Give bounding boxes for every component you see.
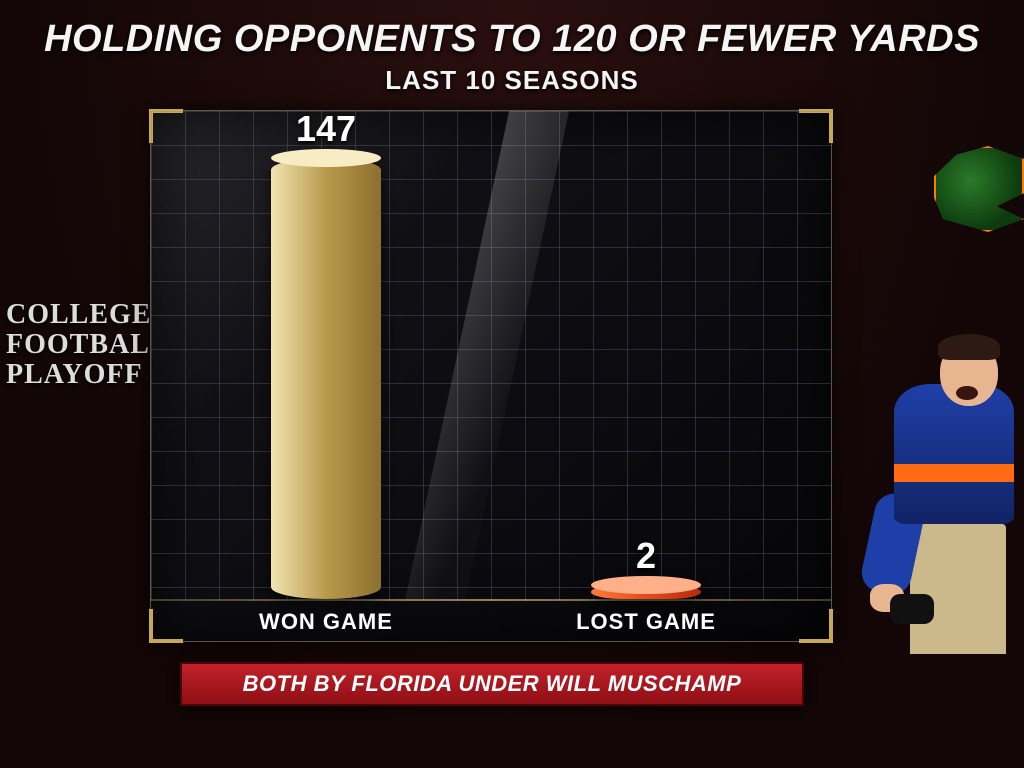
coach-stripe bbox=[894, 464, 1014, 482]
bar-label: WON GAME bbox=[259, 609, 393, 635]
coach-torso bbox=[894, 384, 1014, 524]
bar-value: 147 bbox=[296, 108, 356, 150]
bar-lost: 2LOST GAME bbox=[591, 585, 701, 599]
florida-gators-logo bbox=[934, 146, 1024, 232]
caption-bar: BOTH BY FLORIDA UNDER WILL MUSCHAMP bbox=[180, 662, 804, 706]
coach-pants bbox=[910, 524, 1006, 654]
panel-corner bbox=[149, 609, 183, 643]
coach-hair bbox=[938, 334, 1000, 360]
headset-icon bbox=[890, 594, 934, 624]
chart-grid bbox=[151, 111, 831, 601]
title-sub: LAST 10 SEASONS bbox=[0, 65, 1024, 96]
chart-panel: 147WON GAME2LOST GAME bbox=[150, 110, 832, 642]
title-main: HOLDING OPPONENTS TO 120 OR FEWER YARDS bbox=[0, 18, 1024, 61]
bar-won: 147WON GAME bbox=[271, 158, 381, 599]
side-brand-line: COLLEGE bbox=[6, 300, 170, 330]
bar-cap bbox=[591, 576, 701, 594]
side-brand-line: FOOTBALL bbox=[6, 330, 170, 360]
coach-figure bbox=[874, 294, 1024, 654]
bar-value: 2 bbox=[636, 535, 656, 577]
coach-mouth bbox=[956, 386, 978, 400]
gator-icon bbox=[934, 146, 1024, 232]
bar-label: LOST GAME bbox=[576, 609, 716, 635]
side-brand-line: PLAYOFF bbox=[6, 360, 170, 390]
title-block: HOLDING OPPONENTS TO 120 OR FEWER YARDS … bbox=[0, 18, 1024, 96]
panel-corner bbox=[799, 609, 833, 643]
bar-cylinder bbox=[271, 158, 381, 599]
chart-axis bbox=[151, 599, 831, 601]
side-brand: COLLEGE FOOTBALL PLAYOFF bbox=[6, 300, 170, 391]
bar-cap bbox=[271, 149, 381, 167]
